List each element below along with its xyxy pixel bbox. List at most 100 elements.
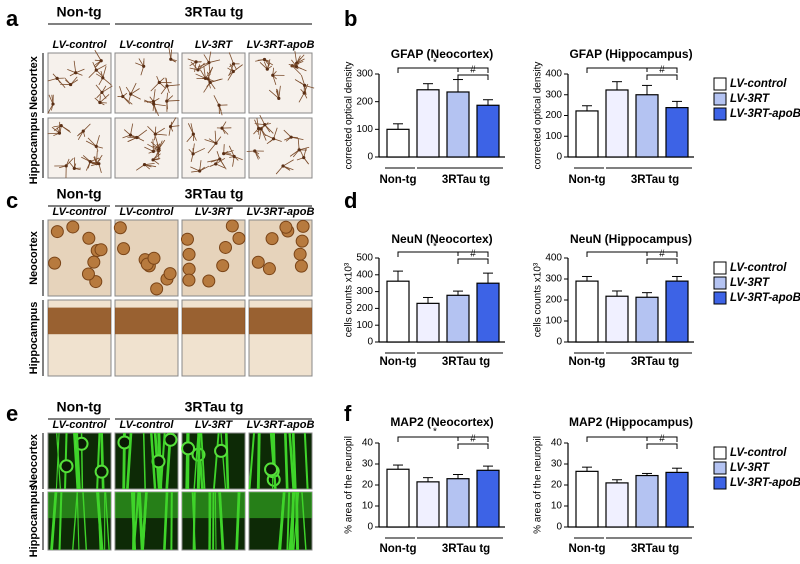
cell-process xyxy=(160,85,168,95)
cell-process xyxy=(51,126,60,134)
micrograph xyxy=(180,219,246,297)
cell-process xyxy=(291,136,304,141)
cell xyxy=(194,60,198,64)
cell xyxy=(121,94,125,99)
cell-process xyxy=(47,77,58,82)
cell xyxy=(163,267,177,281)
group-label: Non-tg xyxy=(379,543,416,555)
sig-label: * xyxy=(433,427,437,438)
cell-process xyxy=(95,84,103,93)
panel-letter: f xyxy=(344,401,352,426)
cell-process xyxy=(206,71,211,83)
cell-process xyxy=(47,132,60,135)
cell-process xyxy=(207,78,216,90)
cell xyxy=(296,219,310,233)
micrograph xyxy=(47,49,113,114)
cell xyxy=(59,124,63,128)
group-label: 3RTau tg xyxy=(442,356,490,368)
bar xyxy=(476,104,500,158)
y-tick-label: 100 xyxy=(356,124,373,135)
group-header: Non-tg xyxy=(56,186,101,202)
cell-process xyxy=(99,94,110,103)
dendrite xyxy=(303,432,309,490)
column-label: LV-control xyxy=(53,39,108,51)
legend-label: LV-control xyxy=(730,262,787,274)
cell xyxy=(81,267,95,281)
group-header: Non-tg xyxy=(56,4,101,20)
y-axis-label: corrected optical density xyxy=(344,62,355,170)
cell-process xyxy=(82,123,91,132)
cell xyxy=(220,126,224,130)
cell-process xyxy=(259,114,266,125)
cell xyxy=(64,164,68,168)
cell xyxy=(277,96,281,101)
cell xyxy=(303,83,307,87)
micrograph xyxy=(248,491,313,551)
cell xyxy=(48,256,62,270)
dendrite xyxy=(284,432,289,490)
legend-swatch xyxy=(713,107,727,121)
cell xyxy=(253,149,257,153)
dendrite xyxy=(288,432,295,490)
bar xyxy=(386,468,410,528)
cell xyxy=(191,152,195,156)
cell-process xyxy=(264,124,274,134)
cell xyxy=(302,91,306,95)
cell xyxy=(271,137,276,141)
legend-label: LV-3RT xyxy=(730,93,770,105)
panel-letter: b xyxy=(344,6,357,31)
group-label: Non-tg xyxy=(568,543,605,555)
group-header: 3RTau tg xyxy=(185,186,244,202)
cell-process xyxy=(232,156,235,167)
micrograph xyxy=(248,432,313,490)
cell-process xyxy=(233,64,243,72)
cell-process xyxy=(227,71,234,81)
cell xyxy=(217,103,221,107)
cell-process xyxy=(197,63,208,71)
dendrite xyxy=(126,432,133,490)
group-label: Non-tg xyxy=(379,356,416,368)
group-header: Non-tg xyxy=(56,399,101,415)
cell-process xyxy=(130,82,137,95)
cell xyxy=(99,59,103,63)
bar xyxy=(476,469,500,528)
column-label: LV-control xyxy=(53,419,108,431)
cell-process xyxy=(186,133,194,143)
cell-process xyxy=(60,125,71,133)
cell-process xyxy=(205,67,214,79)
cell-process xyxy=(94,49,102,61)
cell xyxy=(207,60,211,65)
sig-bracket xyxy=(397,67,489,73)
cell-layer xyxy=(115,307,178,335)
cell xyxy=(129,92,133,96)
bar xyxy=(605,295,629,343)
y-tick-label: 100 xyxy=(545,131,562,142)
cell xyxy=(196,68,200,72)
cell xyxy=(88,159,92,164)
row-label: Hippocampus xyxy=(28,302,40,375)
soma xyxy=(117,435,132,450)
y-tick-label: 100 xyxy=(545,316,562,327)
cell-process xyxy=(155,133,167,136)
cell xyxy=(153,132,157,136)
column-label: LV-control xyxy=(53,206,108,218)
bar xyxy=(446,294,470,343)
cell-process xyxy=(289,149,300,157)
soma xyxy=(214,443,229,458)
chart-title: GFAP (Hippocampus) xyxy=(569,47,692,61)
y-tick-label: 300 xyxy=(356,286,373,297)
bar xyxy=(386,128,410,158)
dendrite xyxy=(73,432,79,490)
cell xyxy=(294,259,308,273)
cell xyxy=(98,100,102,105)
cell xyxy=(151,149,155,153)
cell xyxy=(94,243,108,257)
legend-label: LV-3RT xyxy=(730,277,770,289)
cell-process xyxy=(223,150,234,154)
bar xyxy=(476,282,500,343)
cell-process xyxy=(70,76,78,85)
dendrite xyxy=(55,432,60,490)
bar xyxy=(605,482,629,528)
cell-process xyxy=(215,163,226,169)
chart-title: MAP2 (Neocortex) xyxy=(390,415,493,429)
